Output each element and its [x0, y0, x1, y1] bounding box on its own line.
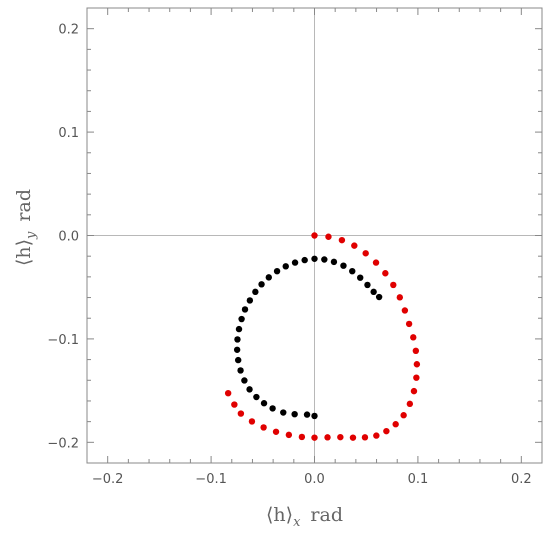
series-1-point — [280, 409, 287, 416]
series-0-point — [361, 434, 369, 441]
series-1-point — [301, 256, 308, 264]
x-axis-title: ⟨h⟩x rad — [266, 504, 343, 530]
series-1-point — [357, 274, 364, 281]
series-0-point — [405, 320, 413, 328]
series-0-point — [400, 412, 407, 419]
series-0-point — [224, 389, 232, 397]
points-layer — [224, 232, 421, 441]
series-1-point — [252, 288, 259, 296]
series-1-point — [375, 293, 383, 301]
series-1-point — [282, 263, 289, 270]
series-0-point — [337, 433, 344, 441]
series-0-point — [260, 424, 267, 431]
y-tick-label: −0.2 — [47, 436, 79, 451]
series-0-point — [413, 374, 420, 381]
series-0-point — [401, 307, 409, 314]
series-0-point — [237, 410, 245, 417]
series-0-point — [382, 270, 389, 277]
series-0-point — [392, 421, 399, 428]
series-0-point — [362, 250, 369, 257]
series-0-point — [390, 281, 397, 289]
series-0-point — [406, 400, 414, 408]
x-tick-label: 0.1 — [408, 472, 429, 487]
series-1-point — [364, 281, 371, 289]
series-0-point — [338, 236, 346, 244]
series-1-point — [253, 393, 260, 401]
series-0-point — [325, 233, 332, 240]
series-1-point — [237, 367, 244, 374]
series-1-point — [238, 315, 245, 323]
series-1-point — [246, 386, 253, 393]
series-1-point — [246, 297, 254, 304]
series-1-point — [234, 336, 241, 343]
y-tick-label: 0.2 — [58, 23, 79, 38]
series-1-point — [303, 411, 311, 418]
series-0-point — [231, 401, 238, 408]
series-0-point — [351, 242, 358, 249]
series-1-point — [265, 274, 272, 281]
series-1-point — [330, 258, 338, 266]
series-0-point — [373, 432, 380, 439]
series-0-point — [396, 294, 404, 301]
series-0-point — [324, 434, 331, 441]
series-1-point — [258, 281, 265, 288]
series-1-point — [370, 288, 377, 296]
series-0-point — [410, 387, 418, 395]
x-tick-label: −0.1 — [195, 472, 227, 487]
series-0-point — [311, 434, 318, 441]
series-1-point — [235, 325, 243, 333]
series-1-point — [291, 410, 298, 418]
series-0-point — [285, 431, 293, 439]
series-1-point — [311, 255, 318, 262]
series-0-point — [311, 232, 318, 239]
series-1-point — [234, 356, 242, 364]
series-0-point — [412, 347, 420, 355]
series-1-point — [241, 306, 249, 313]
series-1-point — [273, 267, 281, 275]
x-tick-label: 0.2 — [511, 472, 532, 487]
series-0-point — [248, 418, 256, 425]
y-tick-label: −0.1 — [47, 333, 79, 348]
axes-layer — [86, 7, 543, 464]
series-0-point — [372, 259, 380, 266]
series-1-point — [233, 346, 241, 353]
series-1-point — [340, 262, 347, 269]
y-axis-title: ⟨h⟩yrad — [13, 189, 39, 266]
series-0-point — [349, 434, 357, 441]
x-tick-label: 0.0 — [304, 472, 325, 487]
series-0-point — [410, 334, 417, 341]
series-1-point — [291, 259, 299, 266]
series-0-point — [413, 361, 421, 368]
series-1-point — [260, 400, 268, 407]
y-tick-label: 0.1 — [58, 126, 79, 141]
labels-layer: −0.2 −0.2 −0.1 −0.1 0.0 0.0 0.1 0.1 0.2 0.2 ⟨h⟩x ra… — [13, 23, 532, 530]
series-1-point — [241, 377, 248, 384]
series-1-point — [349, 267, 356, 275]
y-tick-label: 0.0 — [58, 230, 79, 245]
series-1-point — [321, 256, 328, 263]
series-0-point — [272, 428, 280, 435]
series-0-point — [383, 427, 390, 435]
series-1-point — [269, 405, 276, 412]
series-0-point — [298, 433, 306, 441]
series-1-point — [311, 412, 318, 420]
x-tick-label: −0.2 — [92, 472, 124, 487]
